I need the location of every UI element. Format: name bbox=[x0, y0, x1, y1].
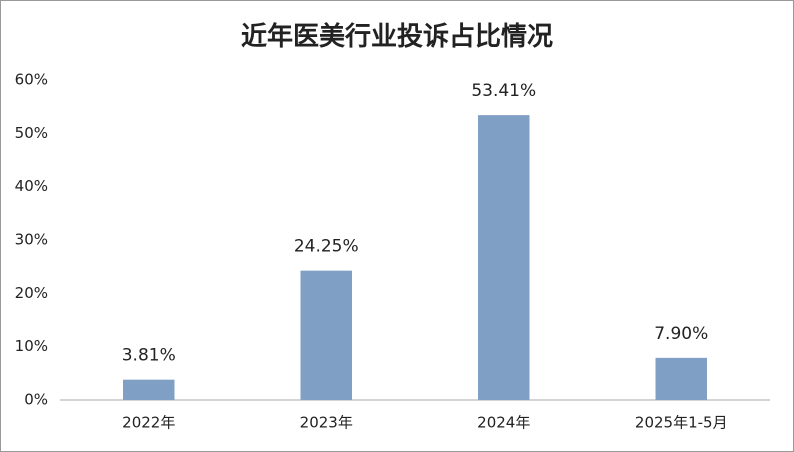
x-tick-label: 2023年 bbox=[300, 414, 353, 432]
value-label: 24.25% bbox=[294, 237, 359, 257]
value-label: 3.81% bbox=[122, 346, 176, 366]
bar bbox=[478, 115, 530, 400]
chart-title: 近年医美行业投诉占比情况 bbox=[241, 21, 553, 52]
x-tick-label: 2024年 bbox=[477, 414, 530, 432]
y-tick-label: 0% bbox=[24, 391, 48, 409]
x-tick-label: 2022年 bbox=[122, 414, 175, 432]
value-label: 7.90% bbox=[654, 324, 708, 344]
y-tick-label: 10% bbox=[15, 337, 48, 355]
y-tick-label: 60% bbox=[15, 71, 48, 89]
x-tick-label: 2025年1-5月 bbox=[635, 414, 728, 432]
bar bbox=[300, 270, 352, 400]
y-tick-label: 50% bbox=[15, 124, 48, 142]
y-tick-label: 30% bbox=[15, 231, 48, 249]
bar bbox=[123, 379, 175, 400]
y-tick-label: 40% bbox=[15, 177, 48, 195]
value-label: 53.41% bbox=[471, 81, 536, 101]
bar bbox=[655, 357, 707, 400]
y-tick-label: 20% bbox=[15, 284, 48, 302]
